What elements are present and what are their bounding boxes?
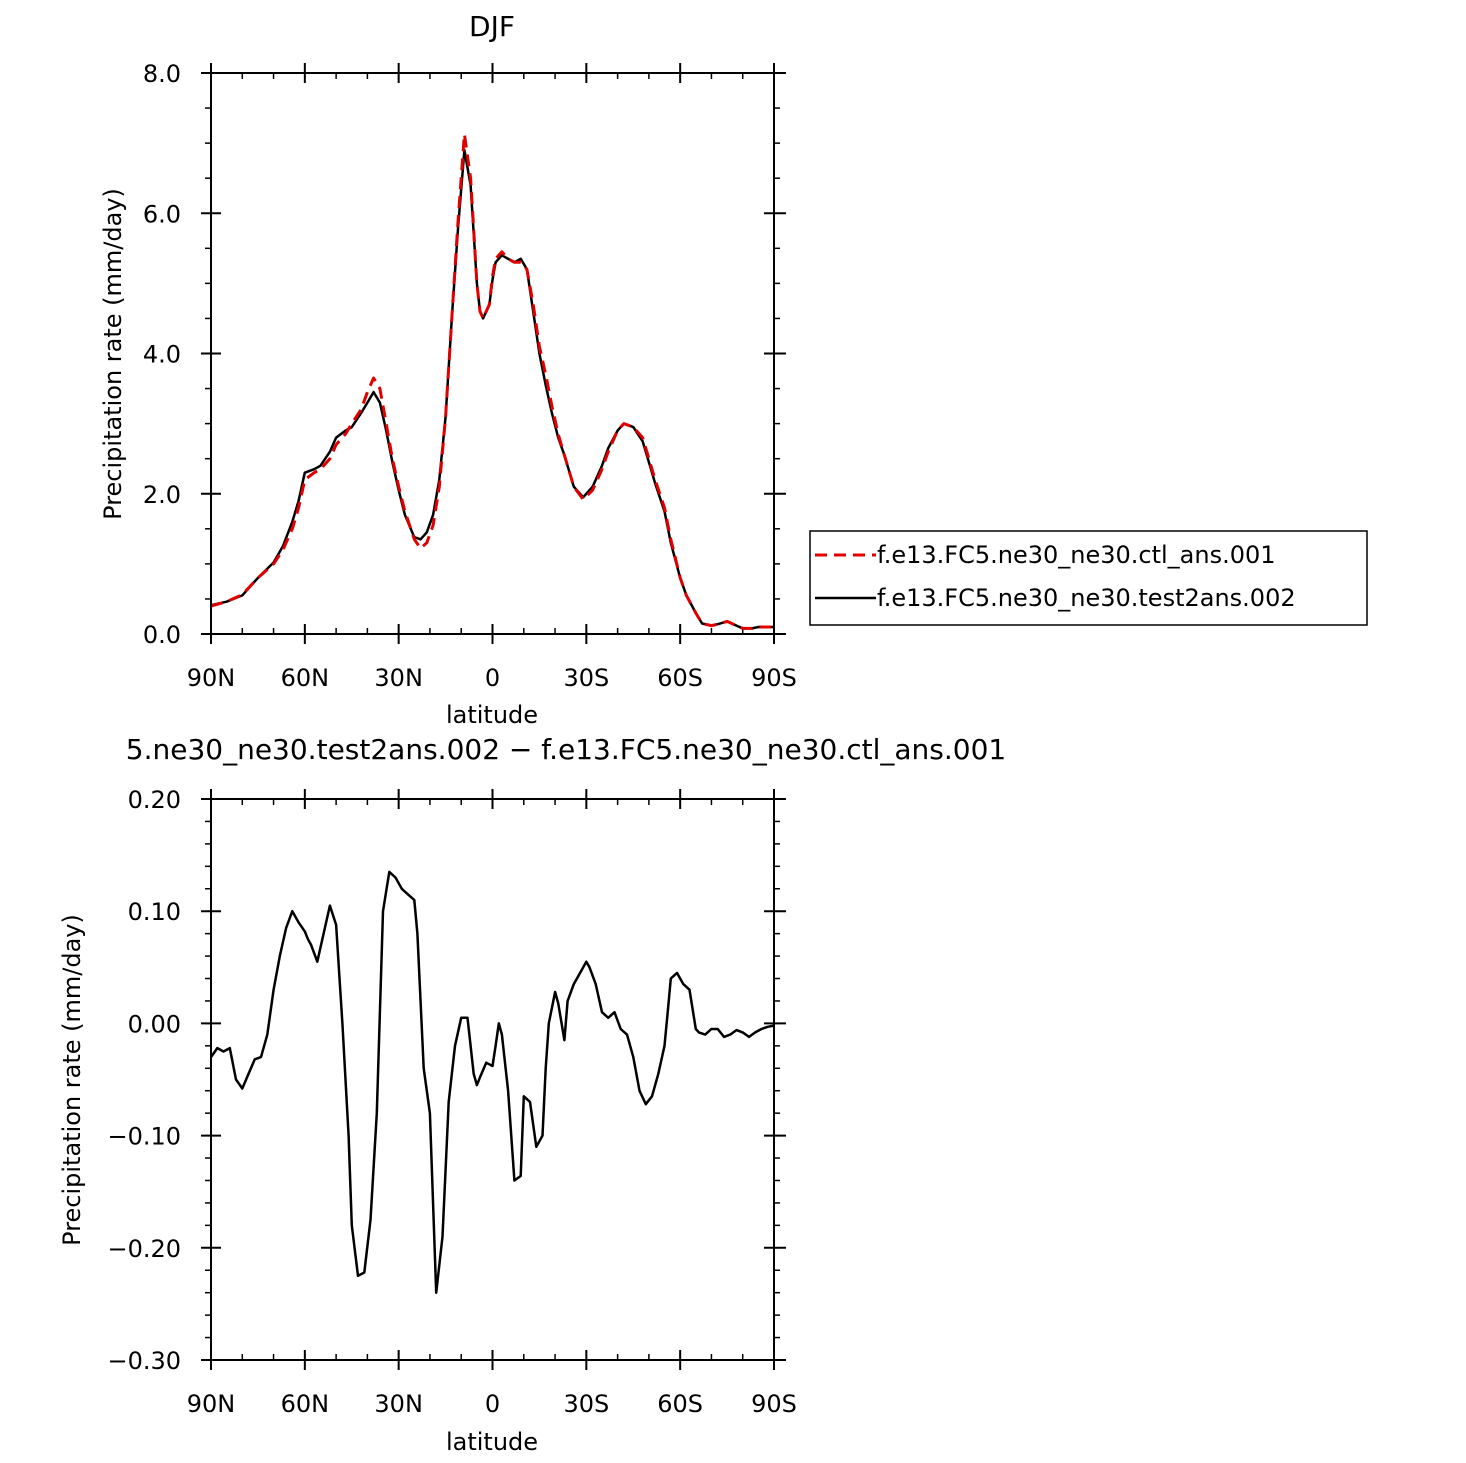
top-ytick-label: 4.0: [143, 341, 181, 369]
top-x-axis-label: latitude: [446, 701, 538, 729]
legend-label-test: f.e13.FC5.ne30_ne30.test2ans.002: [877, 584, 1296, 612]
top-xtick-label: 90N: [187, 664, 236, 692]
bottom-xtick-label: 90S: [751, 1390, 797, 1418]
bottom-xtick-label: 0: [485, 1390, 500, 1418]
bottom-xtick-label: 60S: [657, 1390, 703, 1418]
top-ytick-label: 6.0: [143, 200, 181, 228]
bottom-plot-frame: [210, 798, 775, 1361]
top-xtick-label: 0: [485, 664, 500, 692]
top-y-axis-label: Precipitation rate (mm/day): [99, 188, 127, 520]
bottom-series-lines: [209, 870, 775, 1294]
legend-label-ctl: f.e13.FC5.ne30_ne30.ctl_ans.001: [877, 541, 1276, 569]
top-panel: DJF 0.02.04.06.08.0 90N 60N 30N 0 30S 60S 90S …: [99, 10, 1368, 729]
bottom-ytick-label: 0.00: [128, 1010, 181, 1038]
top-xtick-label: 30S: [563, 664, 609, 692]
top-ytick-label: 0.0: [143, 621, 181, 649]
top-chart-title: DJF: [469, 10, 515, 43]
bottom-y-tick-labels: −0.30 −0.20 −0.10 0.00 0.10 0.20: [107, 786, 181, 1375]
bottom-y-axis-label: Precipitation rate (mm/day): [58, 914, 86, 1246]
top-axis-ticks: [201, 63, 786, 644]
bottom-axis-ticks: [201, 789, 786, 1370]
bottom-series-line-0: [209, 870, 775, 1294]
bottom-xtick-label: 60N: [281, 1390, 330, 1418]
top-x-tick-labels: 90N 60N 30N 0 30S 60S 90S: [187, 664, 797, 692]
top-series-line-1: [210, 148, 774, 630]
bottom-xtick-label: 30S: [563, 1390, 609, 1418]
legend: f.e13.FC5.ne30_ne30.ctl_ans.001 f.e13.FC…: [809, 530, 1368, 626]
top-series-lines: [210, 132, 774, 630]
top-y-tick-labels: 0.0 2.0 4.0 6.0 8.0: [143, 60, 181, 649]
bottom-ytick-label: −0.30: [107, 1347, 181, 1375]
top-xtick-label: 90S: [751, 664, 797, 692]
top-ytick-label: 8.0: [143, 60, 181, 88]
bottom-ytick-label: 0.20: [128, 786, 181, 814]
bottom-x-axis-label: latitude: [446, 1428, 538, 1456]
legend-box: [809, 530, 1368, 626]
top-ytick-label: 2.0: [143, 481, 181, 509]
bottom-ytick-label: −0.20: [107, 1235, 181, 1263]
top-series-line-0: [210, 132, 774, 630]
bottom-ytick-label: 0.10: [128, 898, 181, 926]
top-plot-frame: [210, 72, 775, 635]
top-xtick-label: 60N: [281, 664, 330, 692]
top-xtick-label: 30N: [374, 664, 423, 692]
bottom-chart-title: 5.ne30_ne30.test2ans.002 − f.e13.FC5.ne3…: [126, 733, 1006, 766]
bottom-ytick-label: −0.10: [107, 1123, 181, 1151]
top-xtick-label: 60S: [657, 664, 703, 692]
bottom-xtick-label: 90N: [187, 1390, 236, 1418]
bottom-xtick-label: 30N: [374, 1390, 423, 1418]
bottom-panel: 5.ne30_ne30.test2ans.002 − f.e13.FC5.ne3…: [58, 733, 1006, 1456]
bottom-x-tick-labels: 90N 60N 30N 0 30S 60S 90S: [187, 1390, 797, 1418]
